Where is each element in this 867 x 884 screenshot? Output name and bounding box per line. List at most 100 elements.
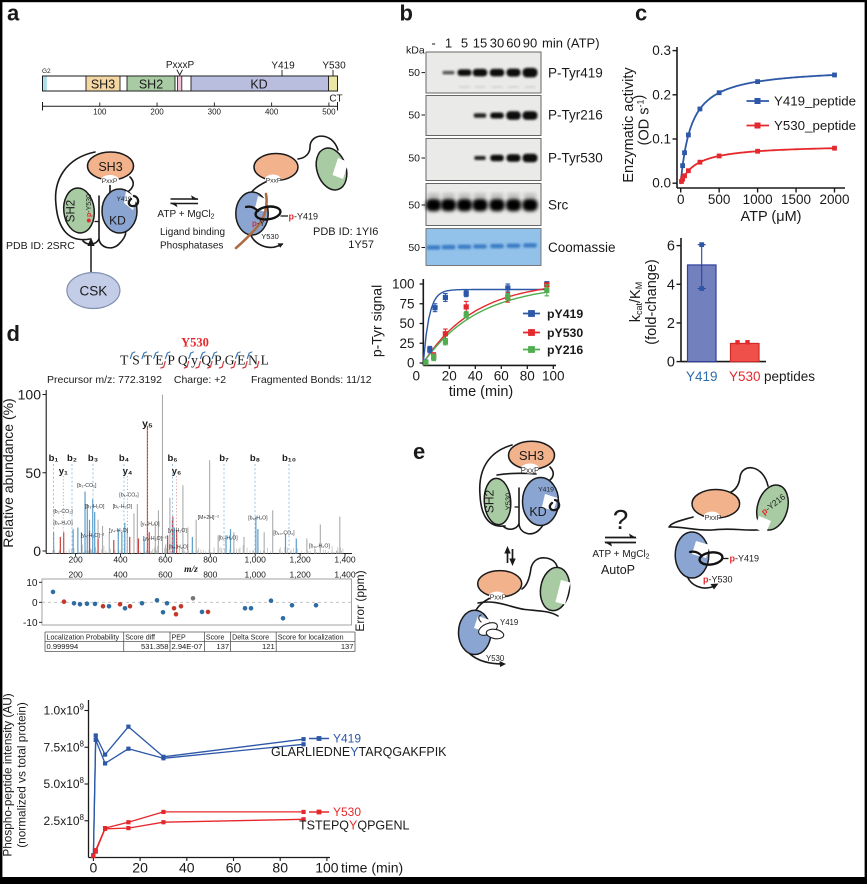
svg-text:Y419: Y419 xyxy=(538,487,554,494)
svg-text:b₂: b₂ xyxy=(67,453,77,464)
svg-text:-: - xyxy=(431,36,435,51)
svg-text:P: P xyxy=(214,353,222,368)
svg-text:ATP + MgCl2: ATP + MgCl2 xyxy=(157,209,214,221)
svg-text:SH3: SH3 xyxy=(519,448,544,463)
svg-text:[b₁₁-H₂O]: [b₁₁-H₂O] xyxy=(309,544,330,550)
svg-text:Phospho-peptide intensity (AU): Phospho-peptide intensity (AU) xyxy=(1,693,15,856)
svg-text:G: G xyxy=(225,353,235,368)
svg-text:N: N xyxy=(248,353,258,368)
svg-text:0: 0 xyxy=(407,356,415,371)
svg-text:b₇: b₇ xyxy=(219,453,229,464)
svg-text:Score for localization: Score for localization xyxy=(278,633,344,641)
svg-text:200: 200 xyxy=(69,555,83,565)
svg-text:p-Y530: p-Y530 xyxy=(86,194,93,217)
svg-text:[M+2H]⁻²: [M+2H]⁻² xyxy=(198,515,220,521)
svg-text:y₁: y₁ xyxy=(59,466,68,477)
svg-text:m/z: m/z xyxy=(184,565,198,575)
svg-text:1,000: 1,000 xyxy=(245,555,267,565)
svg-text:Enzymatic activity: Enzymatic activity xyxy=(621,67,637,183)
svg-text:75: 75 xyxy=(399,296,414,311)
svg-text:121: 121 xyxy=(262,642,275,651)
svg-text:PEP: PEP xyxy=(172,633,186,641)
svg-text:S: S xyxy=(132,353,140,368)
svg-text:0.0: 0.0 xyxy=(652,176,671,191)
svg-text:PxxP: PxxP xyxy=(521,466,540,475)
svg-text:50: 50 xyxy=(25,465,41,481)
svg-text:time (min): time (min) xyxy=(449,384,513,400)
svg-text:P-Tyr216: P-Tyr216 xyxy=(548,108,603,123)
svg-text:[b₂-CO₂]: [b₂-CO₂] xyxy=(53,509,73,515)
svg-text:b₄: b₄ xyxy=(119,453,130,464)
svg-text:400: 400 xyxy=(265,108,279,117)
svg-text:Y419: Y419 xyxy=(271,61,295,72)
svg-text:SH3: SH3 xyxy=(91,78,115,92)
svg-text:CSK: CSK xyxy=(80,284,108,299)
svg-text:[y₆-H₂O]: [y₆-H₂O] xyxy=(168,528,188,534)
svg-text:Y419: Y419 xyxy=(686,369,718,384)
svg-text:Y530: Y530 xyxy=(181,336,209,350)
svg-text:PxxP: PxxP xyxy=(705,513,722,522)
svg-text:AutoP: AutoP xyxy=(601,563,635,577)
svg-text:CT: CT xyxy=(329,94,342,105)
svg-text:[b₃-CO₂]: [b₃-CO₂] xyxy=(77,483,97,489)
svg-text:T: T xyxy=(144,353,153,368)
svg-text:400: 400 xyxy=(113,555,127,565)
svg-text:400: 400 xyxy=(113,570,127,580)
svg-text:Localization Probability: Localization Probability xyxy=(47,633,120,641)
svg-text:100: 100 xyxy=(93,108,107,117)
svg-text:time (min): time (min) xyxy=(341,860,403,876)
svg-text:531.358: 531.358 xyxy=(141,642,168,651)
svg-text:E: E xyxy=(237,353,245,368)
svg-text:Error (ppm): Error (ppm) xyxy=(353,570,367,631)
svg-text:p-Tyr signal: p-Tyr signal xyxy=(369,285,385,357)
svg-text:10: 10 xyxy=(26,578,38,589)
svg-text:30: 30 xyxy=(490,36,504,51)
svg-text:[y₄-H₂O]⁻²: [y₄-H₂O]⁻² xyxy=(81,533,105,539)
svg-text:800: 800 xyxy=(203,555,217,565)
svg-text:137: 137 xyxy=(341,642,354,651)
svg-text:b: b xyxy=(400,1,413,26)
svg-text:[b₂-H₂O]: [b₂-H₂O] xyxy=(53,521,73,527)
svg-text:P: P xyxy=(167,353,175,368)
svg-text:p-Y419: p-Y419 xyxy=(730,554,760,564)
svg-text:1Y57: 1Y57 xyxy=(348,239,374,251)
svg-text:Score: Score xyxy=(206,633,225,641)
svg-text:Delta Score: Delta Score xyxy=(232,633,269,641)
svg-text:E: E xyxy=(155,353,163,368)
svg-text:kDa: kDa xyxy=(406,45,425,57)
svg-text:25: 25 xyxy=(399,336,414,351)
svg-text:137: 137 xyxy=(216,642,229,651)
svg-text:1.0x109: 1.0x109 xyxy=(44,703,85,718)
svg-text:100: 100 xyxy=(315,860,339,876)
svg-text:b₁: b₁ xyxy=(49,453,59,464)
svg-text:Y530: Y530 xyxy=(486,654,505,663)
svg-text:[b₆-H₂O]: [b₆-H₂O] xyxy=(113,504,133,510)
svg-text:300: 300 xyxy=(208,108,222,117)
svg-text:T: T xyxy=(120,353,129,368)
svg-text:min (ATP): min (ATP) xyxy=(542,36,600,51)
svg-text:Y530: Y530 xyxy=(333,805,361,819)
svg-text:Precursor m/z: 772.3192: Precursor m/z: 772.3192 xyxy=(47,374,162,386)
svg-text:100: 100 xyxy=(542,369,565,384)
svg-text:Relative abundance (%): Relative abundance (%) xyxy=(0,398,16,547)
svg-text:y₄: y₄ xyxy=(123,466,133,477)
svg-text:0: 0 xyxy=(413,369,421,384)
svg-text:pY216: pY216 xyxy=(547,343,583,357)
svg-text:Y419_peptide: Y419_peptide xyxy=(774,94,856,109)
svg-text:1000: 1000 xyxy=(743,192,773,207)
svg-text:SH2: SH2 xyxy=(139,78,163,92)
svg-text:Y530: Y530 xyxy=(322,61,346,72)
svg-text:P-Tyr419: P-Tyr419 xyxy=(548,65,603,80)
svg-text:50: 50 xyxy=(408,153,420,165)
svg-text:b₆: b₆ xyxy=(167,453,177,464)
svg-text:P-Tyr530: P-Tyr530 xyxy=(548,151,603,166)
svg-text:600: 600 xyxy=(158,570,172,580)
svg-text:Y530_peptide: Y530_peptide xyxy=(774,118,856,133)
svg-text:a: a xyxy=(7,1,20,26)
svg-text:KD: KD xyxy=(109,214,126,228)
svg-text:KD: KD xyxy=(529,505,546,519)
svg-text:Y530: Y530 xyxy=(261,232,279,241)
svg-text:[y₅-H₂O]: [y₅-H₂O] xyxy=(140,522,160,528)
svg-text:0: 0 xyxy=(667,355,675,371)
svg-text:20: 20 xyxy=(132,860,148,876)
